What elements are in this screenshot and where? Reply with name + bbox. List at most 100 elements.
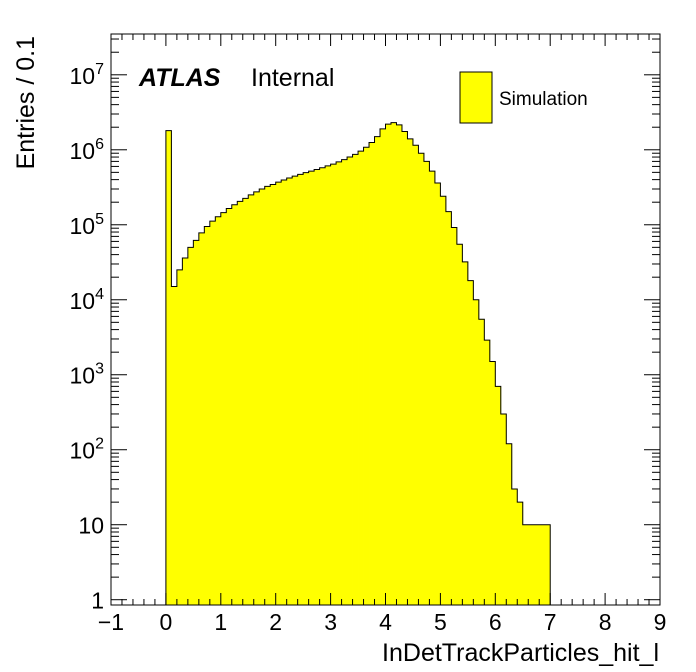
y-tick-label: 102 [70, 436, 105, 464]
histogram-bar [319, 167, 326, 605]
histogram-bar [242, 198, 249, 605]
histogram-bar [374, 136, 381, 605]
histogram-bar [308, 171, 315, 605]
histogram-bar [248, 194, 255, 605]
histogram-bar [380, 128, 386, 605]
histogram-bar [390, 122, 397, 606]
y-tick-label: 1 [91, 588, 104, 614]
histogram-bar [176, 269, 183, 605]
histogram-bar [500, 413, 507, 605]
histogram-bar [336, 161, 342, 605]
histogram-bar [434, 183, 441, 606]
x-tick-label: 7 [544, 609, 557, 635]
x-tick-label: 2 [269, 609, 282, 635]
histogram-bar [440, 196, 447, 605]
histogram-bar [429, 171, 436, 605]
atlas-status-label: Internal [251, 64, 334, 92]
histogram-bar [369, 142, 375, 605]
histogram-bar [445, 211, 452, 605]
histogram-bar [314, 169, 321, 605]
histogram-bar [495, 386, 502, 605]
histogram-bar [407, 138, 414, 605]
histogram-bar [412, 145, 419, 606]
legend-label: Simulation [499, 89, 588, 110]
y-tick-label: 103 [70, 361, 105, 389]
x-tick-label: 5 [434, 609, 447, 635]
histogram-bar [517, 502, 524, 605]
histogram-bar [204, 226, 211, 606]
histogram-bar [396, 124, 403, 606]
histogram-bar [363, 147, 370, 605]
histogram-bar [198, 232, 205, 605]
y-tick-label: 106 [70, 136, 105, 164]
x-axis-label: InDetTrackParticles_hit_l [382, 639, 659, 667]
histogram-bar [171, 286, 178, 605]
y-tick-labels: 1 10 102 103 104 105 106 107 [70, 61, 105, 614]
histogram-bar [275, 182, 282, 605]
histogram-bar [187, 247, 194, 606]
histogram-bar [544, 524, 551, 605]
histogram-bar [193, 240, 200, 605]
histogram-bar [165, 130, 172, 606]
histogram-bars [165, 122, 551, 606]
histogram-bar [462, 261, 469, 605]
histogram-bar [303, 172, 310, 606]
histogram-bar [451, 227, 458, 605]
y-tick-label: 107 [70, 61, 105, 89]
histogram-bar [385, 124, 392, 606]
histogram-bar [528, 524, 535, 605]
histogram-bar [539, 524, 546, 605]
histogram-bar [478, 319, 485, 605]
legend: Simulation [459, 71, 588, 124]
x-tick-label: 9 [654, 609, 667, 635]
histogram-bar [253, 191, 260, 605]
y-tick-label: 105 [70, 211, 105, 239]
x-tick-label: 6 [489, 609, 502, 635]
histogram-bar [456, 244, 463, 605]
histogram-bar [182, 258, 189, 605]
histogram-bar [423, 161, 430, 605]
histogram-bar [226, 208, 233, 605]
histogram-bar [352, 154, 359, 605]
y-tick-label: 104 [70, 286, 105, 314]
histogram-bar [259, 188, 266, 606]
histogram-bar [467, 280, 474, 605]
histogram-bar [347, 157, 353, 605]
histogram-bar [401, 131, 408, 605]
axis-ticks [110, 34, 661, 605]
x-tick-label: 0 [160, 609, 173, 635]
histogram-bar [506, 443, 513, 605]
histogram-bar [473, 299, 480, 605]
histogram-bar [489, 361, 496, 605]
histogram-bar [325, 165, 331, 605]
histogram-bar [281, 180, 288, 605]
histogram-bar [220, 212, 227, 605]
histogram-bar [297, 174, 304, 605]
atlas-label: ATLAS [138, 64, 221, 92]
histogram-bar [264, 186, 271, 605]
histogram-bar [231, 204, 238, 605]
histogram-bar [522, 524, 529, 605]
histogram-bar [511, 488, 518, 605]
histogram-bar [286, 178, 293, 606]
x-tick-label: −1 [98, 609, 124, 635]
histogram-bar [330, 164, 337, 605]
histogram-bar [215, 216, 222, 605]
histogram-bar [209, 221, 216, 605]
x-tick-label: 1 [214, 609, 227, 635]
histogram-bar [270, 184, 277, 605]
histogram-bar [237, 201, 244, 605]
x-tick-labels: −1 0 1 2 3 4 5 6 7 8 9 [98, 609, 667, 635]
histogram-bar [292, 176, 299, 605]
x-tick-label: 4 [379, 609, 392, 635]
legend-swatch [459, 71, 493, 124]
histogram-bar [418, 153, 425, 605]
histogram-bar [341, 159, 348, 606]
histogram-outline [165, 122, 551, 605]
x-tick-label: 3 [324, 609, 337, 635]
y-axis-label: Entries / 0.1 [12, 36, 40, 169]
plot-frame [110, 33, 661, 606]
histogram-bar [533, 524, 540, 605]
histogram-bar [358, 151, 364, 606]
